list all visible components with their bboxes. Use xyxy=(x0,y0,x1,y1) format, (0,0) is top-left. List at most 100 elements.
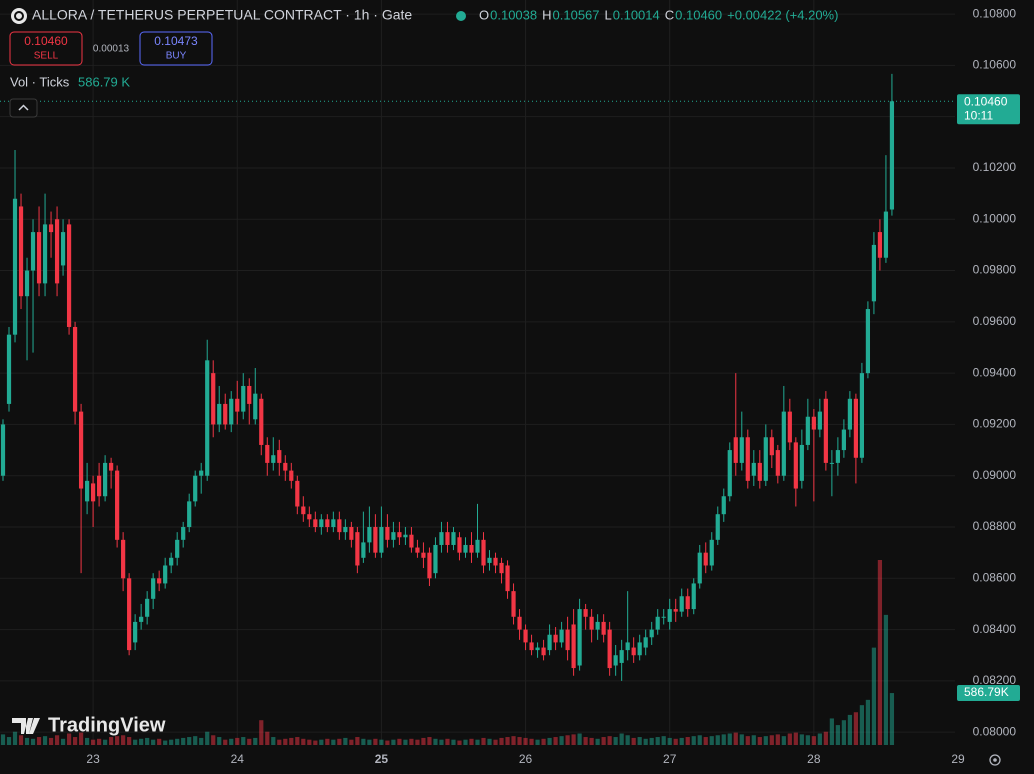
y-tick-label: 0.10600 xyxy=(973,58,1017,72)
candle-body xyxy=(90,483,96,502)
candle-body xyxy=(769,437,774,456)
candle-body xyxy=(499,562,504,574)
settings-icon-center xyxy=(993,758,997,762)
candle-body xyxy=(541,647,546,656)
x-tick-label: 25 xyxy=(375,752,389,766)
volume-bar xyxy=(253,737,258,745)
candle-body xyxy=(54,219,60,284)
candle-body xyxy=(871,244,877,302)
candle-body xyxy=(253,393,258,420)
candle-body xyxy=(361,542,366,558)
candle-body xyxy=(679,596,684,612)
candle-body xyxy=(469,544,474,553)
volume-bar xyxy=(697,735,702,745)
volume-bar xyxy=(499,737,504,745)
volume-bar xyxy=(595,738,600,745)
volume-bar xyxy=(319,739,324,745)
candle-body xyxy=(403,534,408,538)
volume-bar xyxy=(529,738,534,745)
candle-body xyxy=(817,411,822,430)
y-tick-label: 0.08200 xyxy=(973,673,1017,687)
volume-bar xyxy=(265,731,270,745)
volume-bar xyxy=(487,738,492,745)
volume-bar xyxy=(757,737,762,745)
volume-bar xyxy=(691,736,696,745)
candle-body xyxy=(451,532,456,545)
y-tick-label: 0.10000 xyxy=(973,211,1017,225)
volume-bar xyxy=(223,739,228,745)
volume-bar xyxy=(703,737,708,745)
volume-bar xyxy=(445,738,450,745)
candle-body xyxy=(427,552,432,579)
candle-body xyxy=(133,621,138,643)
symbol-icon-inner xyxy=(14,11,24,21)
volume-bar xyxy=(763,736,768,745)
candle-body xyxy=(775,450,780,476)
volume-bar xyxy=(18,735,24,745)
candle-body xyxy=(673,609,678,612)
candle-body xyxy=(295,480,300,507)
buy-button[interactable] xyxy=(139,31,213,66)
candle-body xyxy=(757,462,762,481)
volume-bar xyxy=(169,739,174,745)
volume-bar xyxy=(361,738,366,745)
candle-body xyxy=(715,514,720,540)
y-tick-label: 0.08800 xyxy=(973,519,1017,533)
volume-bar xyxy=(193,736,198,745)
candle-body xyxy=(229,398,234,425)
candle-body xyxy=(571,624,576,669)
candle-body xyxy=(739,437,744,463)
candle-body xyxy=(493,557,498,566)
candle-body xyxy=(877,232,883,258)
y-tick-label: 0.08600 xyxy=(973,570,1017,584)
candle-body xyxy=(517,616,522,630)
candle-body xyxy=(355,532,360,566)
candle-body xyxy=(42,224,48,284)
volume-bar xyxy=(565,735,570,745)
candle-body xyxy=(145,598,150,617)
ohlc-value: 0.10038 xyxy=(490,7,537,22)
candle-body xyxy=(12,198,18,335)
candle-body xyxy=(613,655,618,666)
candle-body xyxy=(409,534,414,548)
candle-body xyxy=(30,232,36,271)
candle-body xyxy=(199,470,204,476)
candle-body xyxy=(235,398,240,412)
candle-body xyxy=(847,398,852,430)
volume-bar xyxy=(30,738,36,745)
x-tick-label: 27 xyxy=(663,752,677,766)
volume-bar xyxy=(54,735,60,745)
volume-bar xyxy=(739,734,744,745)
candle-body xyxy=(72,326,78,412)
volume-bar xyxy=(667,737,672,745)
candle-body xyxy=(337,519,342,533)
volume-bar xyxy=(637,737,642,745)
sell-button[interactable] xyxy=(9,31,83,66)
volume-bar xyxy=(391,739,396,745)
settings-icon[interactable] xyxy=(989,754,1001,766)
candle-body xyxy=(691,583,696,610)
candle-body xyxy=(625,642,630,651)
volume-bar xyxy=(625,735,630,745)
volume-bar xyxy=(451,739,456,745)
volume-bar xyxy=(463,739,468,745)
candle-body xyxy=(127,578,132,651)
volume-bar xyxy=(277,739,282,745)
candle-body xyxy=(859,373,865,458)
candle-body xyxy=(457,537,462,553)
collapse-button[interactable] xyxy=(9,98,38,118)
volume-bar xyxy=(343,737,348,745)
candle-body xyxy=(259,398,264,445)
volume-bar xyxy=(811,736,816,745)
volume-bar xyxy=(36,737,42,745)
volume-bar xyxy=(751,735,756,745)
sell-price: 0.10460 xyxy=(24,34,68,48)
volume-bar xyxy=(121,735,126,745)
candle-body xyxy=(373,527,378,553)
volume-bar xyxy=(553,737,558,745)
ohlc-label: O xyxy=(479,7,489,22)
volume-bar xyxy=(109,737,114,745)
volume-bar xyxy=(60,738,66,745)
buy-label: BUY xyxy=(166,51,187,62)
